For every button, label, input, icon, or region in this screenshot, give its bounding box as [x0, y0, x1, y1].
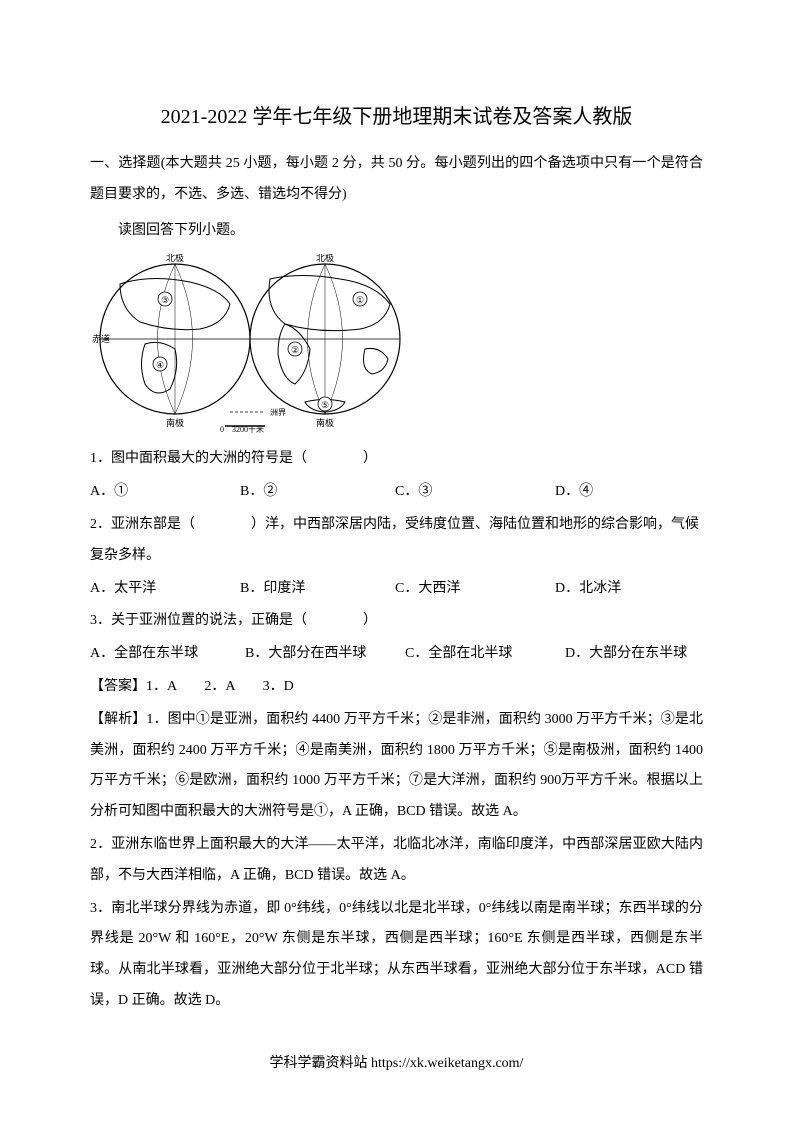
q3-option-a: A．全部在东半球 [90, 639, 245, 670]
q2-option-b: B．印度洋 [240, 574, 395, 605]
q3-option-d: D．大部分在东半球 [565, 639, 687, 670]
page-title: 2021-2022 学年七年级下册地理期末试卷及答案人教版 [90, 100, 703, 129]
explanation-3: 3．南北半球分界线为赤道，即 0°纬线，0°纬线以北是北半球，0°纬线以南是南半… [90, 894, 703, 1017]
q3-option-b: B．大部分在西半球 [245, 639, 405, 670]
label-north-1: 北极 [166, 254, 184, 263]
answer-key: 【答案】1．A 2．A 3．D [90, 672, 703, 703]
read-prompt: 读图回答下列小题。 [90, 216, 703, 247]
q2-option-a: A．太平洋 [90, 574, 240, 605]
marker-1: ① [356, 295, 364, 305]
world-map-figure: ① ② ③ ④ ⑤ 北极 北极 南极 南极 赤道 洲界 0 3200千米 [90, 254, 703, 434]
q1-option-c: C．③ [395, 477, 555, 508]
explanation-1: 【解析】1．图中①是亚洲，面积约 4400 万平方千米；②是非洲，面积约 300… [90, 705, 703, 828]
q1-option-a: A．① [90, 477, 240, 508]
label-equator: 赤道 [92, 333, 110, 344]
explanation-2: 2．亚洲东临世界上面积最大的大洋——太平洋，北临北冰洋，南临印度洋，中西部深居亚… [90, 830, 703, 892]
label-south-1: 南极 [166, 417, 184, 428]
q1-option-b: B．② [240, 477, 395, 508]
q2-option-c: C．大西洋 [395, 574, 555, 605]
question-2-options: A．太平洋 B．印度洋 C．大西洋 D．北冰洋 [90, 574, 703, 605]
label-south-2: 南极 [316, 417, 334, 428]
label-scale: 0 3200千米 [220, 424, 264, 434]
marker-2: ② [291, 345, 299, 355]
label-legend: 洲界 [270, 408, 286, 417]
hemisphere-map-svg: ① ② ③ ④ ⑤ 北极 北极 南极 南极 赤道 洲界 0 3200千米 [90, 254, 420, 434]
q2-option-d: D．北冰洋 [555, 574, 621, 605]
section-instruction: 一、选择题(本大题共 25 小题，每小题 2 分，共 50 分。每小题列出的四个… [90, 149, 703, 211]
question-2: 2．亚洲东部是（ ）洋，中西部深居内陆，受纬度位置、海陆位置和地形的综合影响，气… [90, 510, 703, 572]
label-north-2: 北极 [316, 254, 334, 263]
marker-5: ⑤ [321, 400, 329, 410]
q1-option-d: D．④ [555, 477, 593, 508]
q3-option-c: C．全部在北半球 [405, 639, 565, 670]
question-3-options: A．全部在东半球 B．大部分在西半球 C．全部在北半球 D．大部分在东半球 [90, 639, 703, 670]
question-1: 1．图中面积最大的大洲的符号是（ ） [90, 444, 703, 475]
page-footer: 学科学霸资料站 https://xk.weiketangx.com/ [0, 1052, 793, 1072]
marker-4: ④ [156, 360, 164, 370]
question-1-options: A．① B．② C．③ D．④ [90, 477, 703, 508]
marker-3: ③ [161, 295, 169, 305]
question-3: 3．关于亚洲位置的说法，正确是（ ） [90, 606, 703, 637]
